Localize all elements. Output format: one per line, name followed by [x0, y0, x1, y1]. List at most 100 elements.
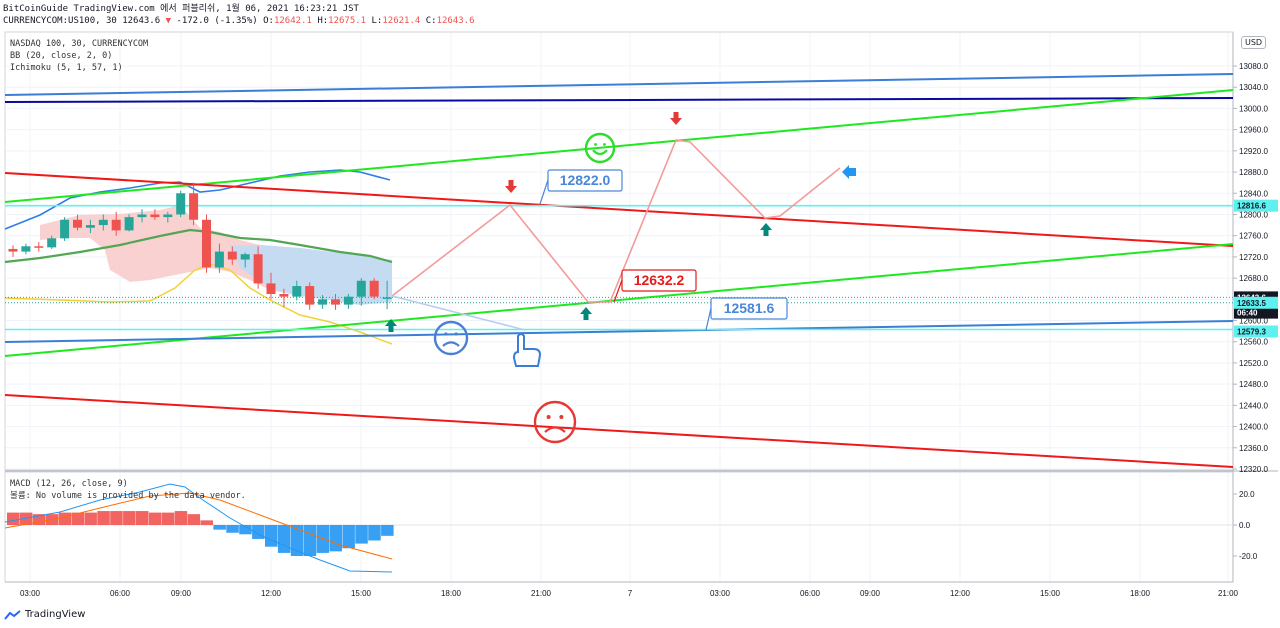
- down-triangle-icon: ▼: [165, 16, 171, 26]
- y-tick-label: 12840.0: [1239, 189, 1268, 198]
- macd-histogram-bar: [342, 525, 355, 549]
- green-channel-top: [4, 89, 1234, 203]
- candle-body: [163, 214, 173, 218]
- note-12581-text: 12581.6: [724, 300, 775, 316]
- hand-outline: [512, 333, 542, 367]
- y-tick-label: 12960.0: [1239, 126, 1268, 135]
- worried-face-icon-eye: [454, 332, 458, 336]
- x-tick-label: 18:00: [1130, 589, 1151, 598]
- buy-arrow-icon-stem: [763, 230, 769, 236]
- high-value: 12675.1: [328, 16, 367, 26]
- price-label: 12633.5: [1237, 299, 1266, 308]
- x-tick-label: 18:00: [441, 589, 462, 598]
- publish-line: BitCoinGuide TradingView.com 에서 퍼블리쉬, 1월…: [3, 4, 359, 14]
- happy-face-icon-mouth: [592, 149, 608, 156]
- y-tick-label: 13000.0: [1239, 104, 1268, 113]
- x-tick-label: 09:00: [171, 589, 192, 598]
- macd-signal-line: [4, 492, 393, 560]
- y-tick-label: 12680.0: [1239, 274, 1268, 283]
- tradingview-logo-icon: [4, 609, 21, 620]
- x-tick-label: 15:00: [1040, 589, 1061, 598]
- happy-face-icon: [584, 132, 616, 164]
- macd-histogram-bar: [7, 512, 20, 525]
- x-tick-label: 03:00: [20, 589, 41, 598]
- x-tick-label: 03:00: [710, 589, 731, 598]
- macd-histogram-bar: [84, 512, 97, 525]
- price-label-bg: [1234, 296, 1278, 309]
- x-tick-label: 15:00: [351, 589, 372, 598]
- y-tick-label: 12320.0: [1239, 465, 1268, 474]
- y-tick-label: 13080.0: [1239, 62, 1268, 71]
- happy-face-icon-eye: [603, 143, 606, 146]
- y-tick-label: 12480.0: [1239, 380, 1268, 389]
- x-tick-label: 21:00: [531, 589, 552, 598]
- candle-body: [85, 225, 95, 228]
- worried-face-icon-outline: [433, 320, 469, 356]
- macd-histogram-bar: [136, 511, 149, 525]
- pointing-hand-icon: [512, 333, 542, 367]
- low-value: 12621.4: [382, 16, 421, 26]
- happy-face-icon-eye: [594, 143, 597, 146]
- candle-body: [369, 280, 379, 297]
- projection-alt-path: [391, 295, 526, 331]
- y-tick-label: 12800.0: [1239, 210, 1268, 219]
- candle-body: [227, 251, 237, 260]
- buy-arrow-icon-stem: [583, 314, 589, 320]
- macd-histogram-bar: [58, 512, 72, 525]
- macd-histogram-bar: [368, 525, 381, 541]
- legend-symbol[interactable]: NASDAQ 100, 30, CURRENCYCOM: [10, 39, 149, 49]
- left-arrow-icon: [842, 165, 849, 179]
- projection-path: [391, 139, 841, 303]
- legend-macd[interactable]: MACD (12, 26, close, 9): [10, 479, 128, 489]
- note-12822-box: [547, 169, 623, 192]
- currency-button[interactable]: USD: [1241, 36, 1267, 49]
- x-tick-label: 12:00: [261, 589, 282, 598]
- y-tick-label: 12360.0: [1239, 444, 1268, 453]
- macd-histogram-bar: [226, 525, 239, 533]
- macd-tick-label: 0.0: [1239, 521, 1251, 530]
- macd-histogram-bar: [277, 525, 291, 553]
- macd-histogram-bar: [187, 514, 201, 525]
- ohlc-line: CURRENCYCOM:US100, 30 12643.6 ▼ -172.0 (…: [3, 15, 475, 27]
- candle-body: [356, 280, 366, 297]
- candle-body: [253, 254, 263, 284]
- macd-histogram-bar: [329, 525, 342, 552]
- y-tick-label: 12440.0: [1239, 401, 1268, 410]
- candle-body: [98, 219, 108, 226]
- macd-histogram-bar: [123, 511, 136, 525]
- price-label: 06:40: [1237, 309, 1258, 318]
- macd-line: [4, 483, 393, 573]
- buy-arrow-icon: [760, 223, 772, 230]
- chart-header: BitCoinGuide TradingView.com 에서 퍼블리쉬, 1월…: [3, 3, 475, 27]
- sad-face-icon: [533, 400, 577, 444]
- macd-tick-label: -20.0: [1239, 552, 1258, 561]
- note-12632-box: [621, 269, 697, 292]
- legend-bb[interactable]: BB (20, close, 2, 0): [10, 51, 113, 61]
- candle-body: [150, 214, 160, 218]
- macd-histogram-bar: [355, 525, 368, 544]
- macd-histogram-bar: [19, 512, 33, 525]
- note-12581-pointer: [705, 307, 712, 331]
- y-tick-label: 12720.0: [1239, 253, 1268, 262]
- candle-body: [47, 238, 57, 248]
- macd-legend: MACD (12, 26, close, 9) 볼륨: No volume is…: [10, 478, 246, 502]
- tradingview-footer[interactable]: TradingView: [4, 609, 85, 620]
- green-channel-bottom: [4, 243, 1234, 357]
- candle-body: [111, 219, 121, 231]
- sad-face-icon-mouth: [544, 426, 566, 433]
- legend-volume: 볼륨: No volume is provided by the data ve…: [10, 491, 246, 501]
- happy-face-icon-outline: [584, 132, 616, 164]
- macd-histogram-bar: [290, 525, 304, 556]
- blue-channel-top: [4, 73, 1234, 96]
- candle-body: [202, 219, 211, 268]
- indicator-legend: NASDAQ 100, 30, CURRENCYCOM BB (20, clos…: [10, 38, 148, 74]
- symbol-price: CURRENCYCOM:US100, 30 12643.6: [3, 16, 161, 26]
- legend-ichimoku[interactable]: Ichimoku (5, 1, 57, 1): [10, 63, 123, 73]
- candle-body: [343, 296, 353, 305]
- y-tick-label: 12880.0: [1239, 168, 1268, 177]
- red-channel-top: [4, 172, 1234, 247]
- macd-histogram-bar: [148, 512, 162, 525]
- macd-histogram-bar: [97, 511, 110, 525]
- candle-body: [240, 254, 250, 260]
